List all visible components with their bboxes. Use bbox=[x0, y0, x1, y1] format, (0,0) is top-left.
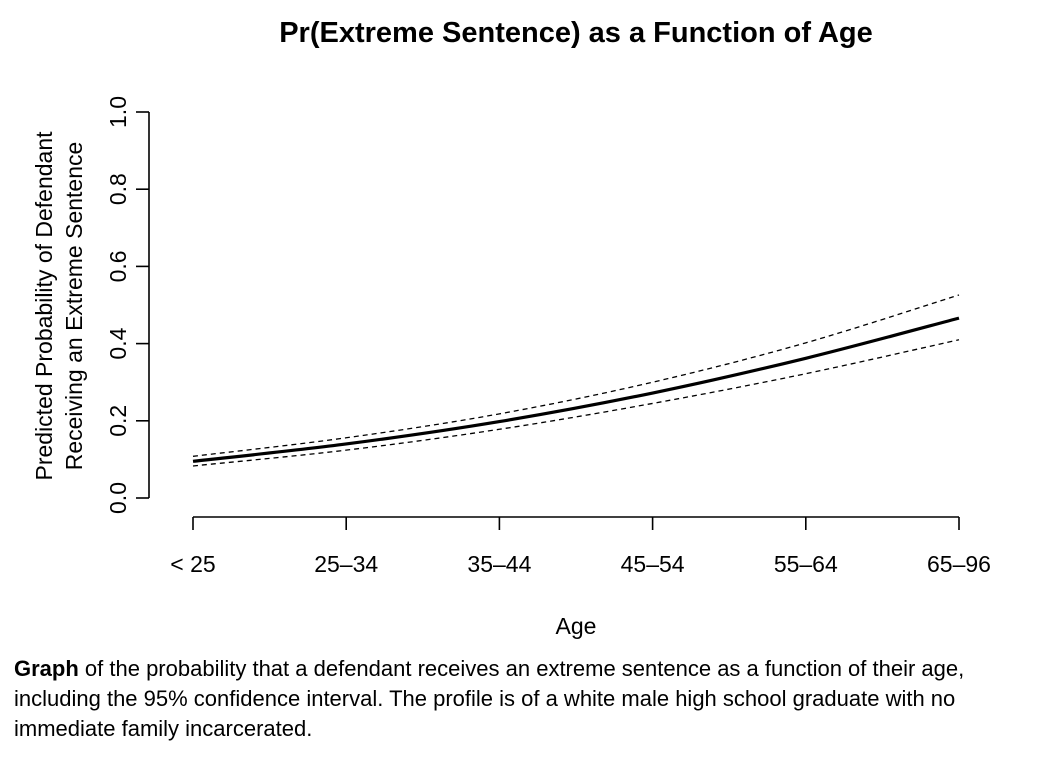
y-tick-label: 0.0 bbox=[105, 482, 131, 514]
caption-bold: Graph bbox=[14, 656, 79, 681]
x-tick-label: < 25 bbox=[170, 551, 215, 577]
series-line-estimate bbox=[192, 316, 960, 463]
x-tick-label: 35–44 bbox=[467, 551, 531, 577]
y-tick-label: 1.0 bbox=[105, 96, 131, 128]
x-tick-label: 55–64 bbox=[774, 551, 838, 577]
x-tick-label: 25–34 bbox=[314, 551, 378, 577]
y-tick-label: 0.2 bbox=[105, 405, 131, 437]
x-tick-label: 45–54 bbox=[621, 551, 685, 577]
y-tick-label: 0.8 bbox=[105, 173, 131, 205]
chart: Pr(Extreme Sentence) as a Function of Ag… bbox=[31, 17, 991, 639]
chart-title: Pr(Extreme Sentence) as a Function of Ag… bbox=[279, 17, 873, 49]
series-line-lower-95-ci bbox=[192, 339, 960, 467]
series-line-upper-95-ci bbox=[192, 294, 960, 457]
y-tick-label: 0.4 bbox=[105, 327, 131, 359]
figure-caption: Graph of the probability that a defendan… bbox=[14, 654, 1056, 744]
y-axis-label-line-1: Predicted Probability of Defendant bbox=[31, 131, 57, 481]
x-axis-label: Age bbox=[556, 613, 597, 639]
x-axis: < 25 25–34 35–44 45–54 55–64 65–96 bbox=[170, 516, 991, 577]
y-tick-label: 0.6 bbox=[105, 250, 131, 282]
y-axis: 0.0 0.2 0.4 0.6 0.8 1.0 bbox=[105, 96, 150, 514]
x-tick-label: 65–96 bbox=[927, 551, 991, 577]
y-axis-label-line-2: Receiving an Extreme Sentence bbox=[61, 142, 87, 471]
caption-text: of the probability that a defendant rece… bbox=[14, 656, 965, 741]
series-layer bbox=[192, 294, 960, 467]
